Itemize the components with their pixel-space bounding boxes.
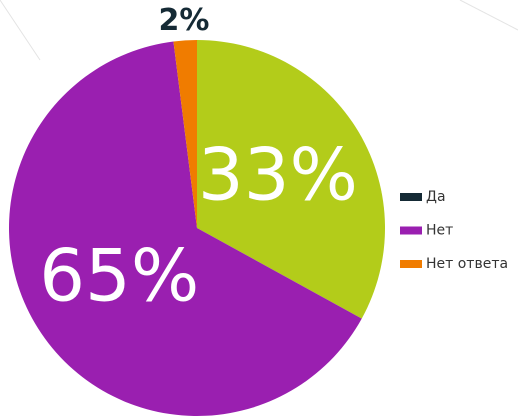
legend-label: Нет ответа: [426, 256, 508, 272]
legend-swatch: [400, 260, 422, 268]
decor-line: [0, 0, 41, 61]
legend-swatch: [400, 193, 422, 201]
slice-label: 65%: [39, 233, 199, 317]
pie-slice: [8, 41, 362, 417]
slice-label: 2%: [159, 3, 210, 38]
slice-label: 33%: [198, 133, 358, 217]
pie-slice: [173, 40, 197, 228]
decor-line: [459, 0, 518, 31]
legend-label: Нет: [426, 223, 453, 239]
legend-label: Да: [426, 189, 446, 205]
legend-swatch: [400, 226, 422, 235]
pie-slice: [197, 40, 385, 319]
